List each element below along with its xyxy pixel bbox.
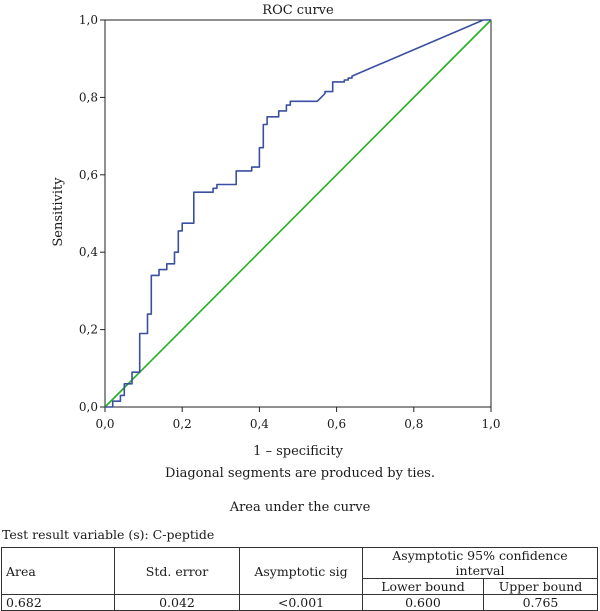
cell-asymptotic-sig: <0.001	[239, 594, 363, 611]
x-tick-label: 0,4	[250, 417, 269, 431]
cell-std-error: 0.042	[114, 594, 240, 611]
y-tick-label: 0,8	[79, 90, 98, 104]
x-tick-label: 0,8	[404, 417, 423, 431]
x-tick-label: 0,2	[173, 417, 192, 431]
reference-diagonal-line	[104, 19, 492, 408]
x-tick-label: 1,0	[481, 417, 500, 431]
x-tick-label: 0,6	[327, 417, 346, 431]
auc-heading: Area under the curve	[229, 500, 371, 515]
y-tick-label: 0,0	[79, 400, 98, 414]
header-asymptotic-sig: Asymptotic sig	[239, 547, 363, 595]
y-tick-label: 0,2	[79, 323, 98, 337]
header-area: Area	[1, 547, 115, 595]
y-tick-label: 0,4	[79, 245, 98, 259]
auc-table: Area Std. error Asymptotic sig Asymptoti…	[1, 547, 598, 611]
chart-title: ROC curve	[262, 3, 334, 18]
y-tick-label: 0,6	[79, 168, 98, 182]
y-axis-title: Sensitivity	[51, 177, 66, 247]
roc-chart: ROC curve Sensitivity 1 – specificity 0,…	[51, 3, 501, 459]
cell-area: 0.682	[1, 594, 115, 611]
cell-upper-bound: 0.765	[483, 594, 598, 611]
table-row: 0.682 0.042 <0.001 0.600 0.765	[1, 594, 598, 611]
header-ci-group: Asymptotic 95% confidence interval	[362, 547, 598, 579]
header-upper-bound: Upper bound	[483, 578, 598, 595]
roc-curve-line	[105, 19, 491, 408]
test-variable-label: Test result variable (s): C-peptide	[2, 527, 215, 542]
header-lower-bound: Lower bound	[362, 578, 484, 595]
table-header-row: Area Std. error Asymptotic sig Asymptoti…	[1, 547, 598, 595]
y-tick-label: 1,0	[79, 13, 98, 27]
x-axis-title: 1 – specificity	[253, 444, 343, 459]
x-tick-label: 0,0	[95, 417, 114, 431]
table-subheader-row: Lower bound Upper bound	[2, 578, 598, 595]
header-std-error: Std. error	[114, 547, 240, 595]
ties-footnote: Diagonal segments are produced by ties.	[165, 466, 435, 481]
plot-frame	[104, 19, 492, 408]
cell-lower-bound: 0.600	[362, 594, 484, 611]
